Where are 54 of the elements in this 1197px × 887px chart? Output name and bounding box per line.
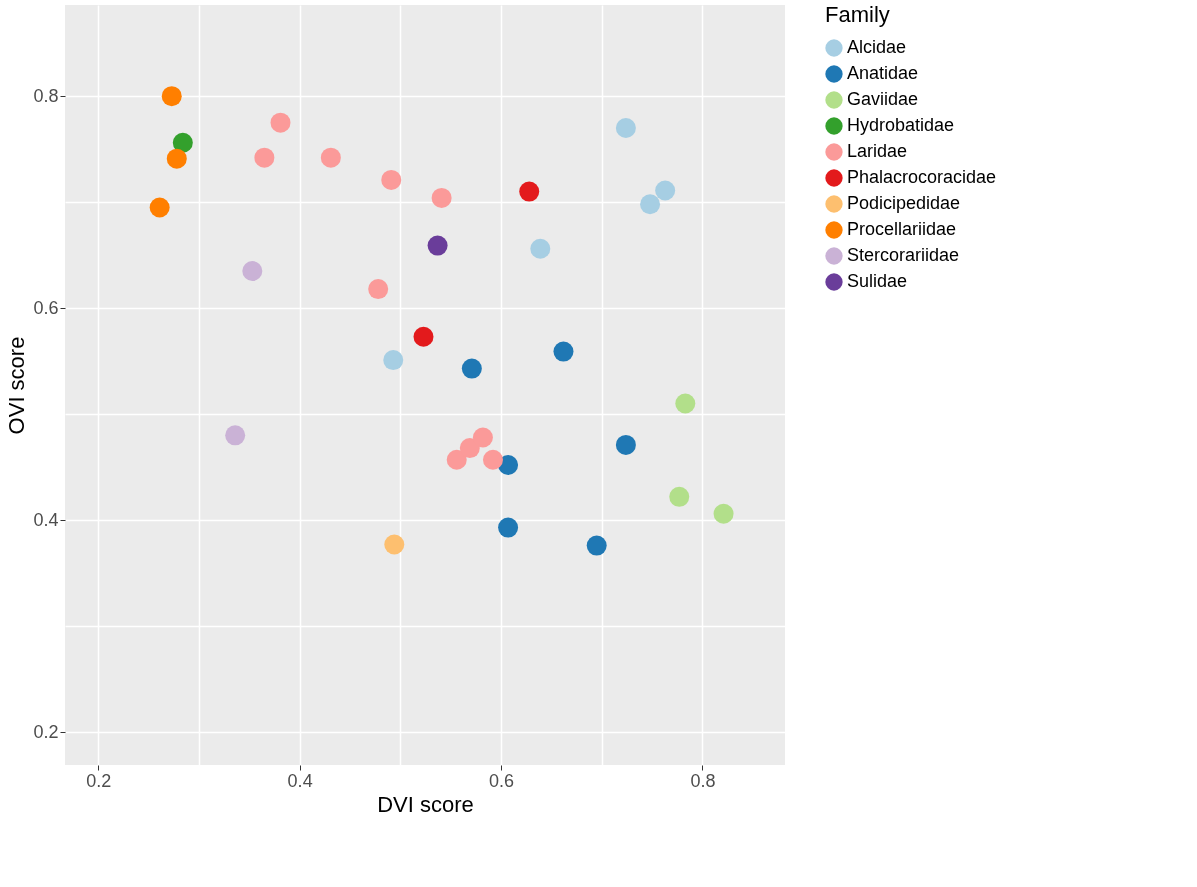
x-tick-label: 0.2: [86, 770, 112, 791]
point: [172, 132, 193, 153]
legend-title: Family: [825, 2, 890, 27]
point: [427, 235, 448, 256]
legend-label: Podicipedidae: [847, 193, 961, 213]
x-tick-label: 0.8: [690, 770, 716, 791]
point: [225, 425, 246, 446]
point: [669, 486, 690, 507]
x-tick-label: 0.6: [489, 770, 515, 791]
point: [615, 434, 636, 455]
legend-label: Sulidae: [847, 271, 908, 291]
point: [498, 517, 519, 538]
point: [368, 279, 389, 300]
point: [519, 181, 540, 202]
y-tick-label: 0.2: [33, 721, 59, 742]
x-tick-label: 0.4: [287, 770, 313, 791]
point: [640, 194, 661, 215]
point: [553, 341, 574, 362]
point: [242, 261, 263, 282]
point: [166, 148, 187, 169]
legend-label: Hydrobatidae: [847, 115, 955, 135]
point: [655, 180, 676, 201]
point: [270, 112, 291, 133]
legend-label: Gaviidae: [847, 89, 919, 109]
point: [161, 86, 182, 107]
point: [461, 358, 482, 379]
point: [320, 147, 341, 168]
point: [482, 449, 503, 470]
point: [413, 326, 434, 347]
legend-label: Procellariidae: [847, 219, 957, 239]
legend-label: Stercorariidae: [847, 245, 960, 265]
legend-label: Alcidae: [847, 37, 907, 57]
legend-label: Phalacrocoracidae: [847, 167, 997, 187]
y-tick-label: 0.8: [33, 85, 59, 106]
y-tick-label: 0.6: [33, 297, 59, 318]
point: [615, 117, 636, 138]
point: [713, 503, 734, 524]
point: [431, 187, 452, 208]
point: [149, 197, 170, 218]
point: [446, 449, 467, 470]
point: [254, 147, 275, 168]
x-axis-title: DVI score: [377, 791, 474, 817]
point: [675, 393, 696, 414]
point: [472, 427, 493, 448]
point: [586, 535, 607, 556]
legend-label: Laridae: [847, 141, 908, 161]
point: [384, 534, 405, 555]
legend-label: Anatidae: [847, 63, 919, 83]
point: [459, 438, 480, 459]
point: [383, 350, 404, 371]
y-axis-title: OVI score: [4, 336, 30, 435]
point: [530, 238, 551, 259]
y-tick-label: 0.4: [33, 509, 59, 530]
point: [381, 169, 402, 190]
